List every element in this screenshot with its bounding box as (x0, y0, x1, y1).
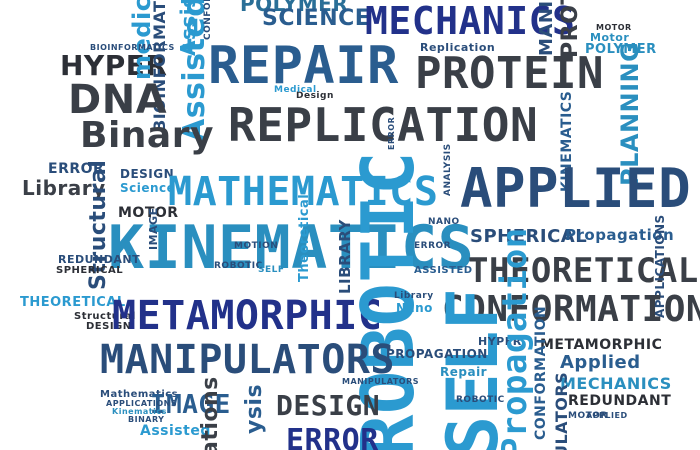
word-protein-big: PROTEIN (415, 48, 604, 99)
word-robotic-small: ROBOTIC (214, 261, 263, 271)
word-motor-top-tiny: MOTOR (596, 23, 632, 32)
word-assiste-vertical: Assiste (176, 0, 200, 56)
word-robotic-bottom-small: ROBOTIC (456, 395, 505, 405)
word-propagation-center: PROPAGATION (386, 347, 488, 361)
word-science: SCIENCE (262, 6, 371, 31)
word-theoretical-right: THEORETICAL (468, 251, 699, 291)
word-applied-big: APPLIED (460, 157, 692, 220)
word-nano: Nano (396, 301, 433, 315)
word-applied-bottom-small: APPLIED (586, 411, 628, 420)
word-conformation-vertical: CONFORMATION (533, 305, 549, 440)
word-assisted-bottom: Assisted (140, 423, 211, 439)
word-nano-small: NANO (428, 217, 460, 227)
word-mathematics: MATHEMATICS (168, 169, 439, 215)
word-kinematics-big: KINEMATICS (108, 213, 475, 283)
word-metamorphic-right: METAMORPHIC (540, 337, 663, 353)
word-error-tiny: ERROR (387, 116, 396, 150)
word-conformation-tiny: CONFORMATION (203, 0, 213, 40)
word-conformation-big: CONFORMATION (442, 289, 700, 330)
word-metamorphic-big: METAMORPHIC (112, 293, 383, 339)
word-motor-bottom-small: MOTOR (568, 411, 608, 421)
word-theoretical-vertical: Theoretical (297, 193, 312, 282)
word-repair-small: Repair (440, 365, 488, 379)
word-propagation-right: Propagation (565, 226, 675, 244)
word-manipulators-big: MANIPULATORS (100, 337, 395, 383)
word-polymer-top: POLYMER (240, 0, 349, 16)
word-bioinformatics-tiny: BIOINFORMATICS (90, 43, 175, 52)
word-repair: REPAIR (208, 36, 399, 96)
word-replication-small: Replication (420, 41, 496, 54)
word-kinematics-tiny: Kinematics (112, 407, 167, 416)
word-spherical-right: SPHERICAL (470, 226, 588, 247)
word-ysis-vertical: ysis (242, 383, 267, 434)
word-motor-small: Motor (590, 31, 630, 44)
word-library-small: Library (394, 291, 434, 301)
word-analysis-tiny: ANALYSIS (443, 143, 453, 196)
word-replication: REPLICATION (228, 98, 539, 152)
word-applied-right: Applied (560, 352, 641, 373)
word-redundant-left: REDUNDANT (58, 253, 141, 266)
word-applications-small: APPLICATIONS (106, 399, 178, 408)
word-propagation-vertical-big: Propagation (495, 227, 535, 450)
word-medical-tiny: Medical (274, 85, 317, 95)
word-error-left: ERROR (48, 161, 105, 177)
word-self-small: SELF (258, 265, 285, 275)
word-binary: Binary (80, 115, 214, 156)
word-error-small: ERROR (414, 241, 452, 251)
word-polymer-small: POLYMER (585, 42, 657, 57)
word-science-left: Science (120, 181, 176, 195)
word-design-bottom: DESIGN (276, 389, 381, 422)
word-mathematics-small: Mathematics (100, 389, 179, 400)
word-motor-left: MOTOR (118, 205, 179, 221)
word-theoretical-left: THEORETICAL (20, 295, 126, 310)
word-ations-vertical: ations (198, 376, 223, 450)
word-library-left: Library (22, 176, 106, 200)
word-image-small: IMAGE (147, 207, 160, 250)
word-error-bottom: ERROR (286, 423, 379, 450)
word-structural-left: Structural (74, 311, 136, 322)
word-mechanics-right: MECHANICS (560, 374, 672, 393)
word-design-small-left: DESIGN (86, 321, 132, 332)
word-mechanics-top: MECHANICS (365, 0, 576, 43)
word-motion-small: MOTION (234, 241, 279, 251)
word-image-bottom: IMAGE (150, 390, 231, 420)
word-hyper-left: HYPER (60, 49, 168, 82)
word-assisted-small: ASSISTED (414, 265, 473, 276)
word-design-left: DESIGN (120, 167, 175, 181)
word-redundant-right: REDUNDANT (568, 393, 672, 409)
word-hyper-right: HYPER (478, 335, 522, 348)
word-dna-big: DNA (68, 77, 168, 123)
word-manipulators-tiny: MANIPULATORS (342, 377, 420, 386)
word-spherical-left: SPHERICAL (56, 265, 124, 276)
word-design-tiny: Design (296, 91, 334, 101)
word-binary-tiny: BINARY (128, 415, 165, 424)
